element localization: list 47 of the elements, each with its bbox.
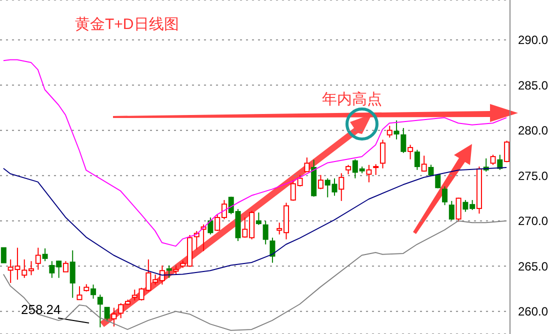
y-tick-label: 280.0 [518, 124, 548, 138]
candlestick [373, 164, 379, 176]
candlestick [421, 155, 427, 172]
candlestick [456, 197, 462, 222]
candlestick [166, 264, 172, 278]
candlestick [76, 286, 82, 300]
candlestick [173, 264, 179, 276]
candlestick [414, 149, 420, 170]
candlestick [62, 260, 68, 272]
candlestick [408, 144, 414, 160]
annotation: 年内高点 [322, 90, 382, 109]
candlestick [304, 156, 310, 172]
candlestick [208, 217, 214, 235]
candlestick [262, 220, 268, 245]
candlestick [338, 172, 344, 202]
candlestick [111, 307, 117, 327]
candlestick [104, 306, 110, 322]
candlestick [504, 140, 510, 163]
y-tick-label: 270.0 [518, 214, 548, 228]
candlestick [435, 174, 441, 189]
candlestick [400, 127, 406, 154]
annotation: 258.24 [21, 302, 61, 317]
y-tick-label: 275.0 [518, 168, 548, 183]
candlestick [35, 247, 41, 270]
candlestick [90, 284, 96, 300]
candlestick [394, 120, 400, 140]
candlestick [270, 237, 276, 264]
candlestick [97, 294, 103, 328]
candlestick [380, 139, 386, 169]
y-tick-label: 285.0 [518, 78, 548, 92]
candlestick [497, 154, 503, 170]
candlestick [448, 200, 454, 221]
candlestick [0, 247, 6, 264]
line-series [2, 59, 508, 247]
candlestick [256, 212, 262, 226]
candlestick [366, 164, 372, 183]
candlestick [42, 248, 48, 262]
text: 黄金T+D日线图 [75, 15, 179, 34]
candlestick [70, 250, 76, 298]
y-tick-label: 260.0 [518, 304, 548, 319]
candlestick [346, 164, 352, 175]
y-tick-label: 265.0 [518, 259, 548, 274]
candlestick [318, 174, 324, 190]
candlestick [490, 154, 496, 166]
candlestick [442, 186, 448, 206]
candlestick [386, 125, 392, 138]
y-tick-label: 290.0 [518, 33, 548, 48]
